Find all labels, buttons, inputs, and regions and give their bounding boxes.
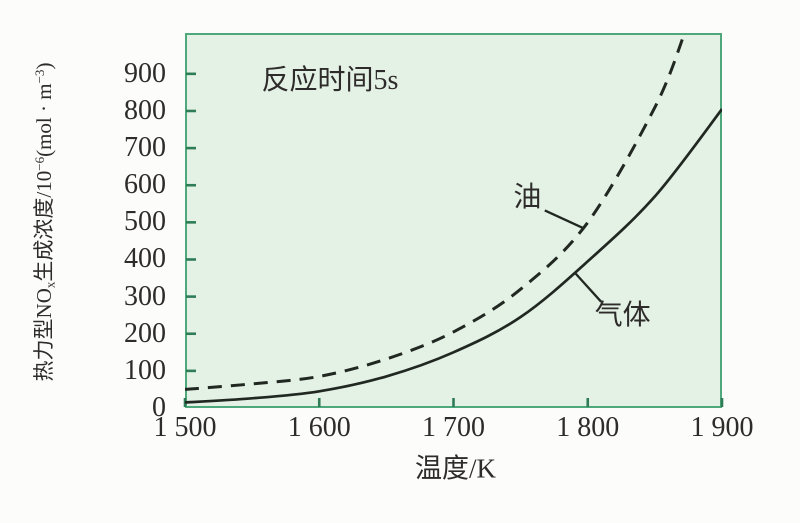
reaction-time-annotation: 反应时间5s	[261, 64, 399, 96]
y-tick-label: 800	[124, 94, 166, 126]
x-tick-label: 1 500	[153, 412, 217, 443]
y-axis-title-segment: )	[32, 62, 57, 70]
y-tick-label: 500	[124, 206, 166, 238]
series-label-oil: 油	[513, 181, 542, 213]
y-tick-label: 200	[124, 317, 166, 349]
y-axis-title-segment: 热力型NO	[32, 288, 57, 382]
y-axis-title-sup-segment: −6	[32, 156, 47, 171]
y-axis-title-sub-segment: x	[42, 281, 58, 289]
x-tick-label: 1 900	[690, 412, 754, 443]
x-tick-label: 1 600	[287, 412, 351, 443]
y-axis-title-segment: (mol · m	[32, 83, 57, 157]
y-tick-label: 300	[124, 280, 166, 312]
x-axis-title: 温度/K	[415, 453, 496, 484]
y-tick-label: 400	[124, 243, 166, 275]
y-tick-label: 0	[152, 392, 166, 423]
y-axis-title-sup-segment: −3	[32, 69, 47, 84]
y-tick-label: 600	[124, 169, 166, 201]
x-tick-label: 1 700	[422, 412, 485, 443]
y-tick-label: 700	[124, 132, 166, 164]
series-label-gas: 气体	[594, 299, 651, 331]
y-tick-label: 900	[124, 57, 166, 89]
y-axis-title: 热力型NOx生成浓度/10−6(mol · m−3)	[25, 0, 58, 454]
y-axis-title-segment: 生成浓度/10	[32, 170, 57, 282]
y-tick-label: 100	[124, 354, 166, 386]
x-tick-label: 1 800	[556, 412, 620, 443]
